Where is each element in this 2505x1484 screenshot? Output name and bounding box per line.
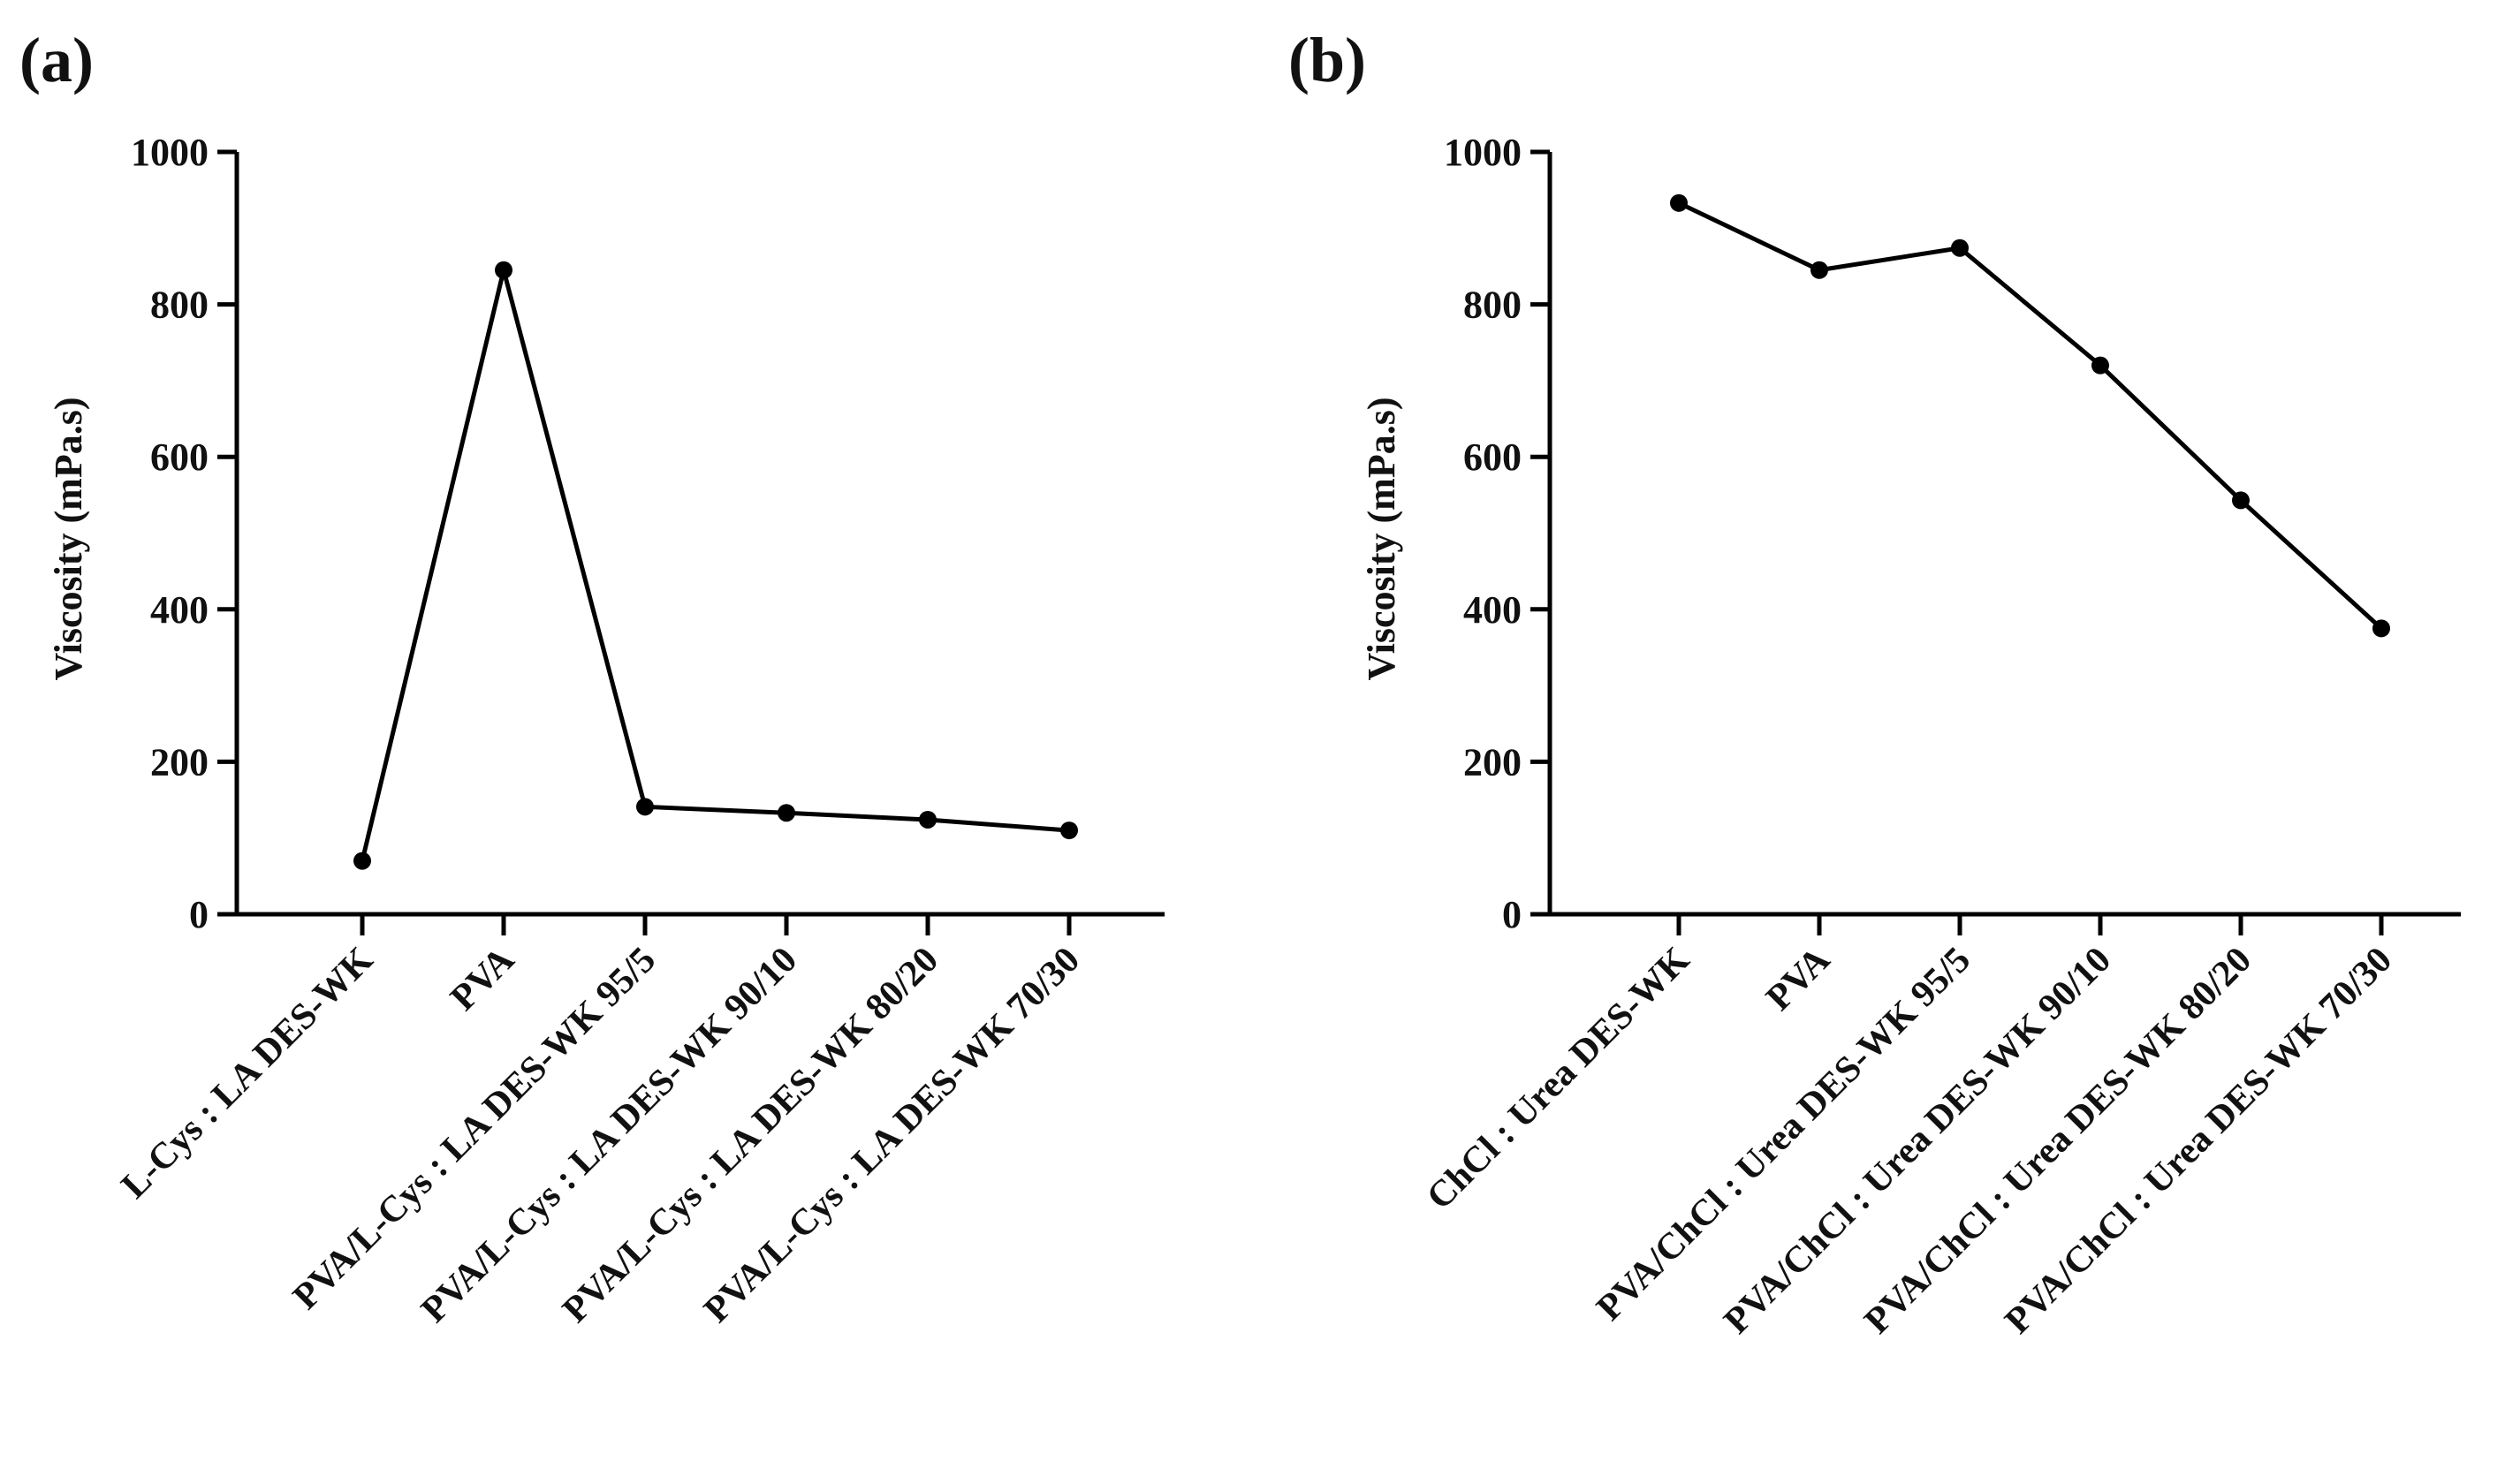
- panel-label-a: (a): [19, 25, 94, 95]
- y-tick-label-a-400: 400: [150, 588, 209, 632]
- data-point-a-4: [919, 810, 937, 829]
- data-point-a-1: [495, 261, 512, 279]
- data-point-b-3: [2091, 356, 2109, 375]
- data-point-a-2: [636, 798, 654, 816]
- y-tick-label-a-600: 600: [150, 435, 209, 479]
- data-point-b-1: [1810, 261, 1828, 279]
- data-point-b-5: [2372, 619, 2390, 638]
- y-axis-title-a: Viscosity (mPa.s): [47, 398, 90, 681]
- data-point-b-4: [2232, 491, 2250, 510]
- series-line-b-0: [1677, 201, 2383, 631]
- data-point-b-0: [1670, 193, 1688, 212]
- y-tick-label-b-400: 400: [1463, 588, 1522, 632]
- series-a: [353, 261, 1078, 870]
- series-line-a-0: [360, 269, 1070, 862]
- y-tick-label-b-600: 600: [1463, 435, 1522, 479]
- y-tick-label-a-1000: 1000: [131, 131, 209, 174]
- series-b: [1670, 193, 2390, 638]
- y-tick-label-a-0: 0: [189, 893, 209, 936]
- y-tick-label-b-1000: 1000: [1444, 131, 1522, 174]
- y-tick-label-a-800: 800: [150, 284, 209, 327]
- panel-label-b: (b): [1288, 25, 1366, 95]
- y-axis-a: 0 200 400 600 800 1000: [131, 131, 239, 936]
- y-tick-label-b-800: 800: [1463, 284, 1522, 327]
- y-axis-title-b: Viscosity (mPa.s): [1360, 398, 1403, 681]
- data-point-a-0: [353, 852, 371, 870]
- data-point-a-5: [1060, 822, 1078, 840]
- data-point-a-3: [778, 804, 795, 822]
- y-tick-label-b-0: 0: [1502, 893, 1522, 936]
- data-point-b-2: [1951, 238, 1969, 257]
- y-tick-label-a-200: 200: [150, 740, 209, 784]
- y-tick-label-b-200: 200: [1463, 740, 1522, 784]
- y-axis-b: 0 200 400 600 800 1000: [1444, 131, 1552, 936]
